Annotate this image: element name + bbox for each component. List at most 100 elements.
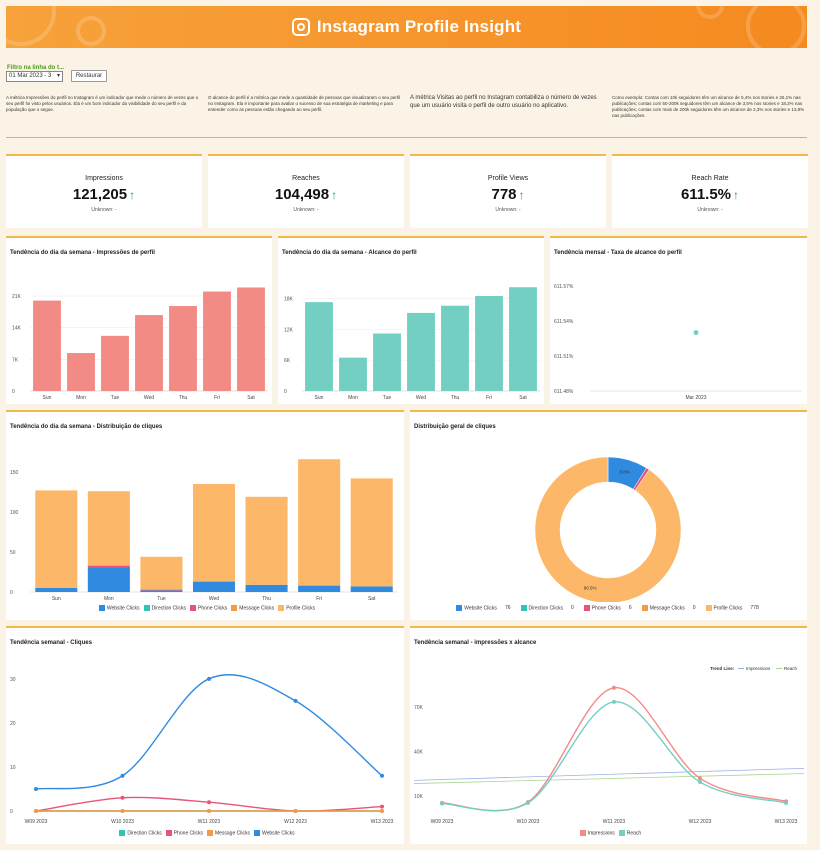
y-tick-label: 30	[10, 677, 16, 683]
y-tick-label: 6K	[284, 358, 291, 364]
x-tick-label: W12 2023	[689, 819, 712, 825]
kpi-card-reach-rate: Reach Rate 611.5% ↑ Unknown: -	[612, 154, 808, 228]
reset-button[interactable]: Restaurar	[71, 70, 107, 82]
legend-swatch[interactable]	[579, 830, 586, 836]
bar	[339, 357, 367, 391]
kpi-sub: Unknown: -	[697, 207, 723, 213]
trend-legend-label: Impressions	[746, 666, 771, 671]
legend-label[interactable]: Message Clicks	[214, 830, 250, 837]
date-filter-select[interactable]: 01 Mar 2023 - 3 ▾	[6, 71, 63, 82]
chart-title: Tendência semanal - impressões x alcance	[414, 640, 537, 646]
kpi-value: 611.5% ↑	[680, 186, 740, 203]
y-tick-label: 150	[10, 470, 19, 476]
chart-card-clicks-weekday: Tendência do dia da semana - Distribuiçã…	[6, 410, 404, 620]
x-tick-label: W12 2023	[284, 819, 307, 825]
legend-label[interactable]: Profile Clicks	[286, 605, 316, 612]
bar-segment	[87, 491, 130, 566]
bar-segment	[245, 496, 288, 585]
data-point	[612, 699, 616, 704]
legend-label[interactable]: Profile Clicks	[713, 605, 743, 612]
legend-swatch[interactable]	[206, 830, 213, 836]
y-tick-label: 12K	[284, 327, 294, 333]
kpi-card-reaches: Reaches 104,498 ↑ Unknown: -	[208, 154, 404, 228]
data-point	[207, 676, 211, 681]
chart-legend: Direction Clicks Phone Clicks Message Clic…	[6, 830, 404, 836]
x-tick-label: Mar 2023	[685, 395, 706, 401]
legend-value: 0	[570, 605, 574, 612]
date-filter-value: 01 Mar 2023 - 3	[9, 73, 52, 79]
data-point	[380, 809, 384, 813]
chart-title: Tendência mensal - Taxa de alcance do pe…	[554, 250, 682, 256]
legend-label[interactable]: Direction Clicks	[528, 605, 563, 612]
data-point	[120, 773, 125, 778]
legend-swatch[interactable]	[143, 605, 150, 611]
bar-segment	[35, 588, 78, 592]
clicks-weekday-chart: 0 50 100 150 Sun Mon Tue Wed Thu Fri Sat	[10, 459, 398, 602]
legend-swatch[interactable]	[520, 605, 527, 611]
data-point	[526, 800, 530, 805]
chart-legend: Website Clicks Direction Clicks Phone Clic…	[6, 605, 404, 611]
legend-label[interactable]: Phone Clicks	[591, 605, 621, 612]
kpi-value: 121,205 ↑	[72, 186, 136, 203]
x-tick-label: W09 2023	[431, 819, 454, 825]
legend-swatch[interactable]	[456, 605, 463, 611]
legend-label[interactable]: Direction Clicks	[127, 830, 162, 837]
legend-swatch[interactable]	[583, 605, 590, 611]
kpi-label: Impressions	[85, 175, 123, 182]
bar	[203, 291, 231, 391]
legend-label[interactable]: Website Clicks	[106, 605, 140, 612]
y-tick-label: 611.57%	[554, 284, 574, 290]
kpi-value: 778 ↑	[491, 186, 525, 203]
legend-swatch[interactable]	[190, 605, 197, 611]
bar-segment	[245, 584, 288, 592]
legend-label[interactable]: Message Clicks	[649, 605, 685, 612]
kpi-label: Profile Views	[487, 175, 529, 182]
bar	[169, 306, 197, 391]
legend-label[interactable]: Website Clicks	[261, 830, 295, 837]
arrow-up-icon: ↑	[331, 188, 338, 202]
legend-swatch[interactable]	[641, 605, 648, 611]
legend-value: 0	[692, 605, 696, 612]
legend-swatch[interactable]	[231, 605, 238, 611]
kpi-sub: Unknown: -	[495, 207, 521, 213]
legend-label[interactable]: Website Clicks	[464, 605, 497, 612]
series-line	[441, 701, 787, 812]
legend-label[interactable]: Reach	[626, 830, 642, 837]
legend-swatch[interactable]	[165, 830, 172, 836]
filter-label: Filtro na linha do t...	[7, 65, 64, 71]
data-point	[293, 698, 298, 703]
trend-legend-title: Trend Line:	[710, 666, 735, 671]
legend-label[interactable]: Phone Clicks	[198, 605, 228, 612]
x-tick-label: W13 2023	[775, 819, 798, 825]
description-reach: O alcance do perfil é a métrica que mede…	[208, 95, 401, 112]
arrow-up-icon: ↑	[733, 188, 740, 202]
x-tick-label: W13 2023	[371, 819, 394, 825]
trend-legend-label: Reach	[784, 666, 798, 671]
legend-label[interactable]: Impressions	[587, 830, 615, 837]
legend-label[interactable]: Message Clicks	[239, 605, 275, 612]
legend-label[interactable]: Phone Clicks	[173, 830, 203, 837]
kpi-sub: Unknown: -	[293, 207, 319, 213]
data-point	[612, 685, 616, 690]
bar-segment	[140, 556, 183, 590]
legend-swatch[interactable]	[278, 605, 285, 611]
trend-line	[413, 767, 805, 781]
kpi-value: 104,498 ↑	[274, 186, 338, 203]
data-point	[440, 801, 444, 806]
y-tick-label: 50	[10, 550, 16, 556]
y-tick-label: 14K	[12, 326, 22, 332]
legend-swatch[interactable]	[98, 605, 105, 611]
legend-label[interactable]: Direction Clicks	[151, 605, 187, 612]
chart-title: Tendência do dia da semana - Alcance do …	[282, 250, 417, 256]
trend-line	[413, 773, 805, 784]
y-tick-label: 10	[10, 765, 16, 771]
legend-swatch[interactable]	[705, 605, 712, 611]
legend-swatch[interactable]	[253, 830, 260, 836]
legend-swatch[interactable]	[119, 830, 126, 836]
chart-card-clicks-weekly: Tendência semanal - Cliques 0 10 20 30 W09 2…	[6, 626, 404, 844]
x-tick-label: Sat	[247, 395, 255, 401]
legend-swatch[interactable]	[618, 830, 625, 836]
chart-card-clicks-distribution: Distribuição geral de cliques 8.8% 90.5% …	[410, 410, 807, 620]
bar-segment	[298, 459, 341, 586]
x-tick-label: Mon	[76, 395, 86, 401]
